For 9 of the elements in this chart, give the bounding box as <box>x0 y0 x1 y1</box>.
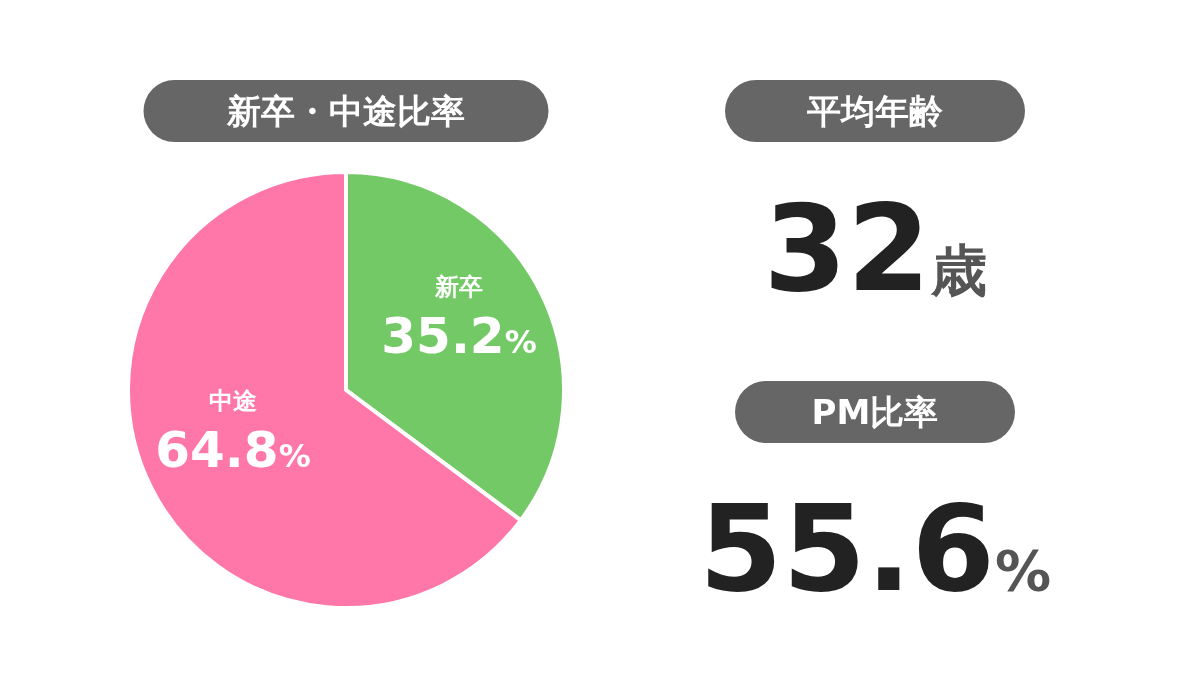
data-label: 64.8% <box>155 420 311 479</box>
text: PM比率 <box>811 392 939 432</box>
text: 55.6% <box>698 479 1052 618</box>
slice-label: 新卒 <box>434 273 484 302</box>
text: 平均年齢 <box>806 91 943 131</box>
data-label: 35.2% <box>381 307 537 366</box>
slice-label: 中途 <box>208 386 257 415</box>
chart-title: 新卒・中途比率 <box>226 91 465 131</box>
text: 32歳 <box>763 179 987 318</box>
